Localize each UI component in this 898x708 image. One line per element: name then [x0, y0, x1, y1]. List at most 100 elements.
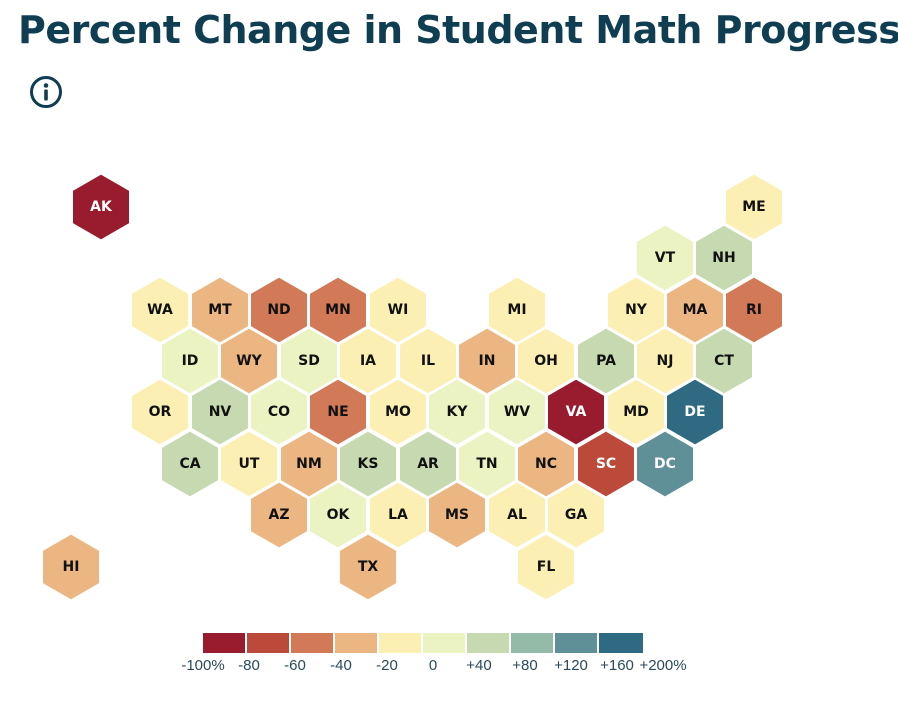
- state-label: OH: [534, 353, 558, 369]
- state-label: WA: [147, 302, 173, 318]
- state-hex-shape: [338, 326, 398, 396]
- state-label: OK: [327, 507, 351, 523]
- legend-tick-label: -40: [330, 657, 352, 674]
- state-hex-ut[interactable]: UT: [219, 429, 279, 499]
- state-hex-shape: [516, 532, 576, 602]
- state-label: IN: [479, 353, 496, 369]
- state-hex-wa[interactable]: WA: [130, 275, 190, 345]
- state-hex-ga[interactable]: GA: [546, 480, 606, 550]
- state-hex-va[interactable]: VA: [546, 377, 606, 447]
- state-hex-or[interactable]: OR: [130, 377, 190, 447]
- state-label: WY: [236, 353, 262, 369]
- legend-tick-label: -60: [284, 657, 306, 674]
- legend-tick-label: +120: [554, 657, 588, 674]
- legend-ticks: -100% -80 -60 -40 -20 0 +40 +80 +120 +160 +200%: [181, 657, 686, 677]
- legend-tick-label: -100%: [181, 657, 225, 674]
- state-hex-nc[interactable]: NC: [516, 429, 576, 499]
- state-hex-ca[interactable]: CA: [160, 429, 220, 499]
- color-legend: -100% -80 -60 -40 -20 0 +40 +80 +120 +160 +200%: [181, 633, 687, 677]
- state-label: NM: [296, 456, 322, 472]
- state-label: SC: [596, 456, 616, 472]
- state-hex-de[interactable]: DE: [665, 377, 725, 447]
- state-label: FL: [537, 559, 556, 575]
- page-title: Percent Change in Student Math Progress: [18, 8, 898, 52]
- state-hex-shape: [546, 377, 606, 447]
- legend-tick-label: -20: [376, 657, 398, 674]
- legend-tick-label: 0: [428, 657, 438, 674]
- state-hex-shape: [546, 480, 606, 550]
- legend-swatch: [423, 633, 467, 653]
- legend-tick-label: +80: [512, 657, 538, 674]
- state-hex-hi[interactable]: HI: [41, 532, 101, 602]
- state-hex-ri[interactable]: RI: [724, 275, 784, 345]
- state-hex-shape: [427, 480, 487, 550]
- state-label: SD: [298, 353, 320, 369]
- state-hex-ks[interactable]: KS: [338, 429, 398, 499]
- state-hex-shape: [308, 480, 368, 550]
- state-hex-shape: [427, 377, 487, 447]
- state-hex-ok[interactable]: OK: [308, 480, 368, 550]
- state-hex-shape: [130, 275, 190, 345]
- state-hex-wi[interactable]: WI: [368, 275, 428, 345]
- state-label: AZ: [269, 507, 290, 523]
- state-label: VA: [566, 404, 587, 420]
- legend-swatch: [247, 633, 291, 653]
- legend-swatch: [291, 633, 335, 653]
- state-hex-wv[interactable]: WV: [487, 377, 547, 447]
- state-label: HI: [63, 559, 80, 575]
- state-label: NY: [625, 302, 648, 318]
- state-label: TN: [476, 456, 497, 472]
- state-label: MS: [445, 507, 469, 523]
- legend-swatch: [599, 633, 643, 653]
- state-hex-shape: [368, 275, 428, 345]
- state-hex-tx[interactable]: TX: [338, 532, 398, 602]
- state-hex-fl[interactable]: FL: [516, 532, 576, 602]
- state-hex-mn[interactable]: MN: [308, 275, 368, 345]
- state-hex-shape: [338, 532, 398, 602]
- state-hex-shape: [338, 429, 398, 499]
- state-label: WV: [504, 404, 530, 420]
- legend-swatch: [335, 633, 379, 653]
- state-label: MN: [325, 302, 351, 318]
- state-label: ID: [182, 353, 199, 369]
- state-label: MA: [683, 302, 708, 318]
- legend-tick-label: +200%: [639, 657, 687, 674]
- state-hex-me[interactable]: ME: [724, 172, 784, 242]
- state-hex-dc[interactable]: DC: [635, 429, 695, 499]
- legend-swatch: [203, 633, 247, 653]
- state-hex-shape: [71, 172, 131, 242]
- legend-tick-label: +160: [600, 657, 634, 674]
- state-hex-ak[interactable]: AK: [71, 172, 131, 242]
- legend-swatch: [467, 633, 511, 653]
- state-label: NH: [712, 250, 735, 266]
- legend-tick-label: +40: [466, 657, 492, 674]
- state-hex-shape: [219, 429, 279, 499]
- state-hex-ky[interactable]: KY: [427, 377, 487, 447]
- state-label: TX: [358, 559, 379, 575]
- state-hex-shape: [724, 172, 784, 242]
- state-hex-ms[interactable]: MS: [427, 480, 487, 550]
- state-label: CA: [179, 456, 200, 472]
- state-hex-shape: [724, 275, 784, 345]
- state-label: NJ: [657, 353, 674, 369]
- state-hex-ia[interactable]: IA: [338, 326, 398, 396]
- state-label: MO: [385, 404, 411, 420]
- legend-swatch: [555, 633, 599, 653]
- state-label: MD: [623, 404, 649, 420]
- legend-swatch: [379, 633, 423, 653]
- state-hex-nh[interactable]: NH: [694, 223, 754, 293]
- state-label: LA: [388, 507, 408, 523]
- state-label: KY: [447, 404, 469, 420]
- state-hex-mi[interactable]: MI: [487, 275, 547, 345]
- state-hex-tn[interactable]: TN: [457, 429, 517, 499]
- hex-map: AK ME VT NH WA MT ND MN WI MI NY MA RI ID WY SD IA IL IN OH…: [41, 172, 784, 602]
- state-label: KS: [358, 456, 379, 472]
- legend-tick-label: -80: [238, 657, 260, 674]
- state-hex-ne[interactable]: NE: [308, 377, 368, 447]
- state-hex-sc[interactable]: SC: [576, 429, 636, 499]
- state-hex-shape: [308, 377, 368, 447]
- state-label: AR: [417, 456, 439, 472]
- legend-color-bar: [203, 633, 663, 653]
- state-label: AL: [507, 507, 527, 523]
- info-circle-icon[interactable]: [28, 74, 64, 110]
